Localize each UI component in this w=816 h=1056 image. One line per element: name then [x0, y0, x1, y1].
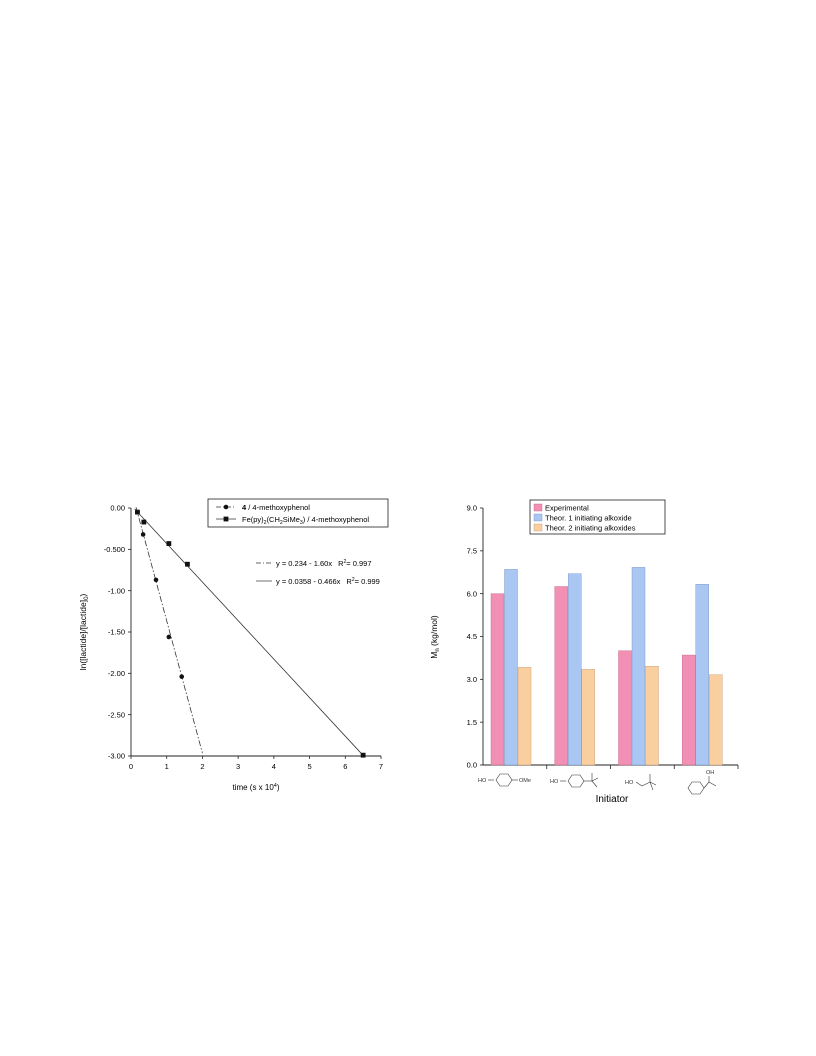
left-y-axis-label: ln([lactide]/[lactide]0) [78, 594, 90, 671]
structure-4-oh: OH [706, 770, 714, 776]
data-point-circle [179, 674, 185, 679]
structure-2-ho: HO [550, 779, 559, 785]
bar-experimental-1 [490, 593, 505, 766]
legend-theor-1: Theor. 1 initiating alkoxide [545, 514, 632, 523]
bar-theor-1-initiating-alkoxide-4 [695, 584, 709, 766]
structure-3-ho: HO [625, 780, 634, 786]
bar-theor-1-initiating-alkoxide-2 [568, 573, 582, 766]
bar-experimental-3 [618, 650, 632, 766]
bar-theor-1-initiating-alkoxide-1 [504, 569, 518, 766]
fit-line-1 [135, 507, 203, 754]
structure-1-ho: HO [478, 778, 487, 784]
right-x-axis-label: Initiator [596, 794, 629, 805]
fit-equations: y = 0.234 - 1.60x R2= 0.997 y = 0.0358 - … [256, 559, 380, 586]
legend-square-marker [223, 516, 229, 522]
bars [490, 567, 723, 766]
molecular-weight-chart: 0.0 1.5 3.0 4.5 6.0 7.5 9.0 Mn (kg/mol) Initia… [429, 499, 739, 805]
legend-swatch-theor-2 [533, 523, 543, 532]
left-y-tick-label: -3.00 [108, 752, 125, 761]
left-x-tick-label: 4 [272, 762, 276, 771]
left-y-tick-label: -0.500 [104, 545, 125, 554]
left-y-tick-label: -2.50 [108, 710, 125, 719]
equation-1: y = 0.234 - 1.60x R2= 0.997 [276, 559, 372, 568]
left-legend: 4 / 4-methoxyphenol Fe(py)2(CH2SiMe3) / … [207, 498, 389, 528]
data-point-square [166, 541, 172, 546]
left-x-tick-label: 2 [200, 762, 204, 771]
data-point-square [185, 561, 190, 567]
structure-neopentyl-alcohol: HO [625, 774, 657, 791]
left-x-tick-label: 7 [379, 762, 383, 771]
right-x-axis [483, 764, 739, 769]
left-y-axis-label-sub: 0 [84, 596, 90, 600]
left-x-axis-label: time (s x 104) [232, 783, 279, 792]
legend-theor-2: Theor. 2 initiating alkoxides [545, 524, 636, 533]
kinetics-chart: 0.00 -0.500 -1.00 -1.50 -2.00 -2.50 -3.00 0 1 2 3… [78, 498, 389, 792]
legend-entry-1-bold: 4 [242, 503, 247, 512]
data-points [135, 509, 366, 758]
bar-theor-2-initiating-alkoxides-1 [517, 667, 532, 766]
equation-2: y = 0.0358 - 0.466x R2= 0.999 [276, 577, 380, 586]
left-y-tick-label: -2.00 [108, 669, 125, 678]
left-x-tick-label: 1 [165, 762, 169, 771]
legend-circle-marker [223, 504, 229, 510]
legend-swatch-theor-1 [533, 513, 543, 522]
right-y-tick-label: 3.0 [467, 675, 477, 684]
legend-experimental: Experimental [545, 504, 589, 513]
structure-1-phenylethanol: OH [687, 770, 717, 795]
data-point-circle [166, 634, 172, 640]
left-y-tick-label: -1.00 [108, 586, 125, 595]
bar-theor-1-initiating-alkoxide-3 [631, 567, 646, 766]
right-y-tick-label: 4.5 [467, 632, 477, 641]
data-point-square [141, 519, 147, 525]
right-y-axis: 0.0 1.5 3.0 4.5 6.0 7.5 9.0 [467, 504, 484, 770]
left-x-tick-label: 6 [343, 762, 347, 771]
left-x-axis-label-sup: 4 [274, 783, 277, 789]
left-y-tick-label: -1.50 [108, 628, 125, 637]
right-y-tick-label: 0.0 [467, 761, 477, 770]
structure-4-methoxyphenol: HO OMe [478, 773, 531, 787]
right-y-tick-label: 6.0 [467, 589, 477, 598]
bar-theor-2-initiating-alkoxides-3 [645, 665, 659, 766]
bar-theor-2-initiating-alkoxides-4 [709, 674, 723, 766]
legend-swatch-experimental [533, 503, 543, 512]
legend-entry-2: Fe(py)2(CH2SiMe3) / 4-methoxyphenol [242, 515, 369, 526]
left-y-axis: 0.00 -0.500 -1.00 -1.50 -2.00 -2.50 -3.00 [104, 504, 132, 761]
legend-entry-1-rest: / 4-methoxyphenol [246, 503, 310, 512]
right-y-tick-label: 1.5 [467, 718, 477, 727]
left-x-axis: 0 1 2 3 4 5 6 7 [129, 755, 383, 771]
data-point-circle [140, 532, 146, 537]
data-point-circle [153, 577, 159, 583]
structure-1-ome: OMe [519, 778, 531, 784]
bar-experimental-2 [554, 586, 568, 766]
right-legend: Experimental Theor. 1 initiating alkoxid… [529, 499, 666, 535]
bar-theor-2-initiating-alkoxides-2 [581, 669, 595, 766]
left-x-tick-label: 0 [129, 762, 133, 771]
legend-entry-1: 4 / 4-methoxyphenol [242, 503, 310, 512]
fit-line-2 [134, 508, 364, 756]
right-y-tick-label: 9.0 [467, 504, 477, 513]
fit-lines [134, 507, 364, 756]
data-point-square [135, 509, 140, 515]
left-x-tick-label: 5 [307, 762, 311, 771]
data-point-square [360, 752, 366, 758]
left-y-tick-label: 0.00 [110, 504, 125, 513]
right-y-axis-label: Mn (kg/mol) [429, 615, 441, 659]
structure-4-tert-butylphenol: HO [550, 773, 599, 788]
initiator-structures: HO OMe HO HO [478, 770, 717, 795]
right-y-tick-label: 7.5 [467, 547, 477, 556]
bar-experimental-4 [682, 654, 696, 766]
left-x-tick-label: 3 [236, 762, 240, 771]
